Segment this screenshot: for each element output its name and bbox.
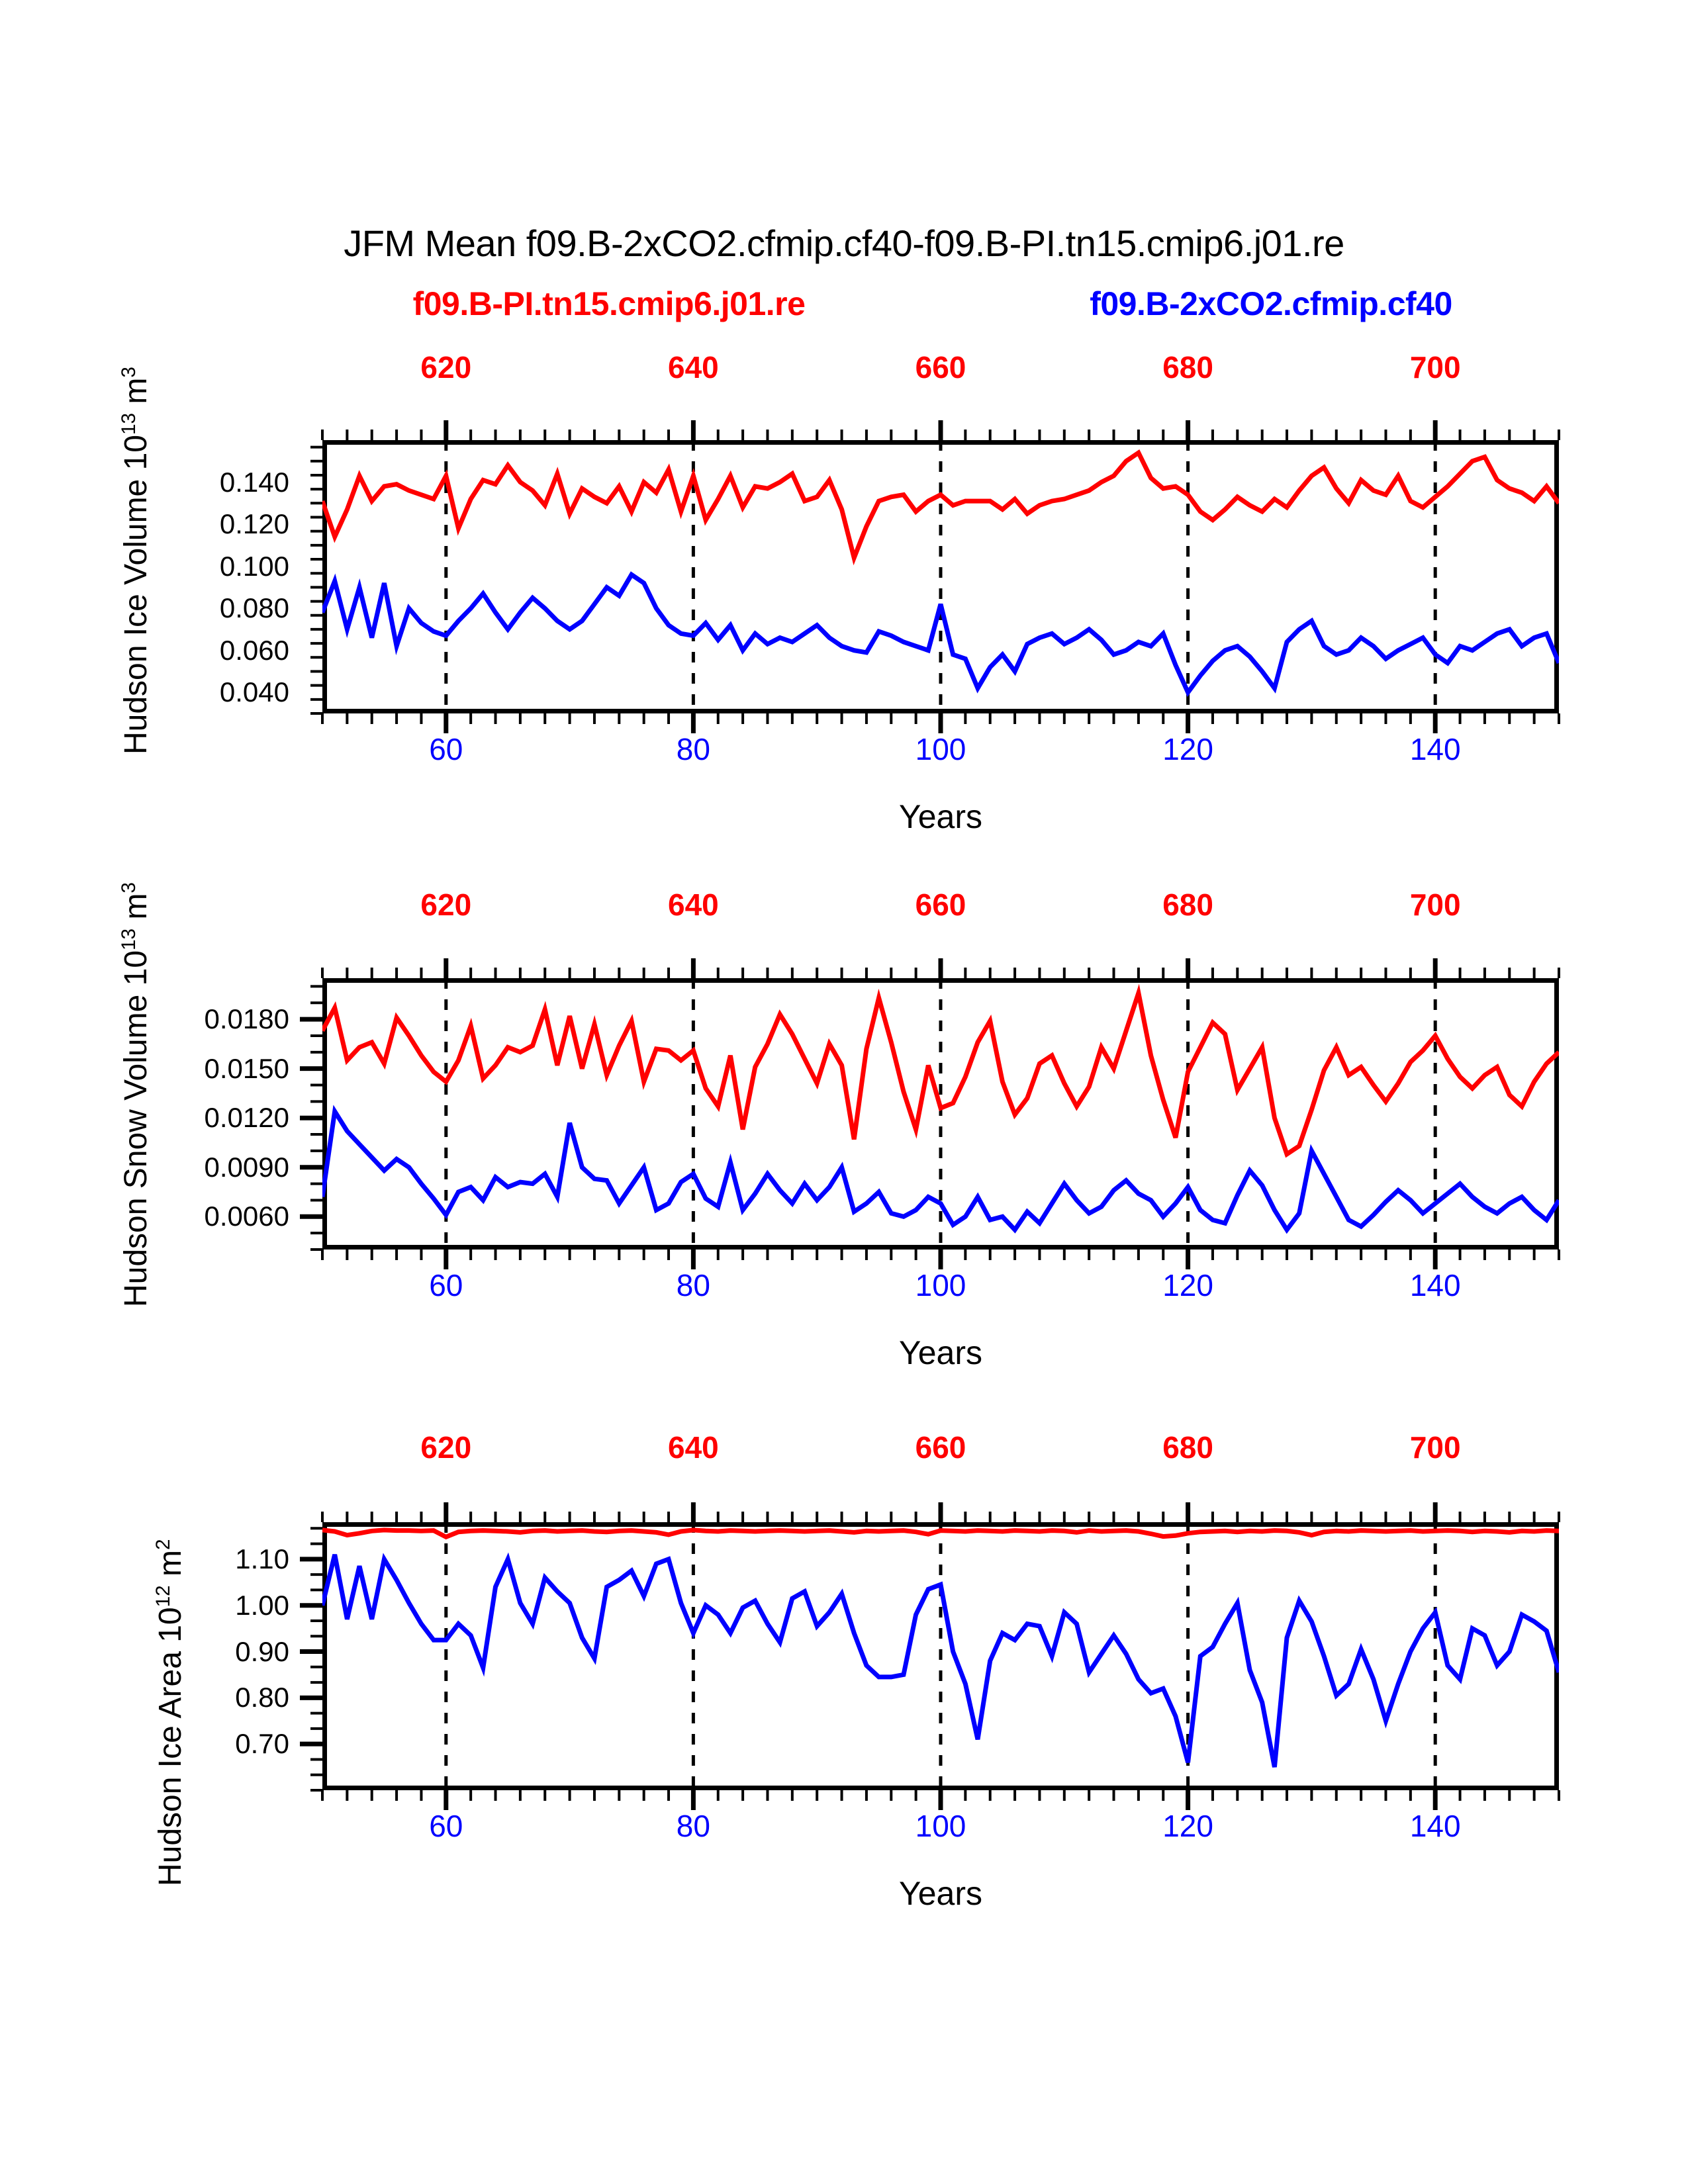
y-axis-tick-label: 0.140: [219, 466, 289, 498]
plot-frame: [322, 1522, 1559, 1790]
top-axis-tick-label: 700: [1409, 887, 1461, 922]
bottom-axis-tick-label: 100: [915, 1268, 966, 1302]
bottom-axis-tick-label: 60: [429, 732, 463, 766]
bottom-axis-tick-label: 80: [676, 1809, 710, 1843]
bottom-axis-tick-label: 140: [1409, 732, 1461, 766]
top-axis-tick-label: 620: [420, 350, 472, 385]
top-axis-tick-label: 660: [915, 887, 966, 922]
top-axis-tick-label: 680: [1162, 1430, 1213, 1465]
y-axis-tick-label: 0.0060: [204, 1201, 289, 1232]
y-axis-tick-label: 1.10: [235, 1543, 289, 1574]
legend-label-red: f09.B-PI.tn15.cmip6.j01.re: [412, 285, 806, 322]
top-axis-tick-label: 640: [668, 350, 719, 385]
bottom-axis-tick-label: 120: [1162, 1809, 1213, 1843]
top-axis-tick-label: 700: [1409, 1430, 1461, 1465]
top-axis-tick-label: 620: [420, 887, 472, 922]
top-axis-tick-label: 660: [915, 350, 966, 385]
top-axis-tick-label: 640: [668, 1430, 719, 1465]
y-axis-tick-label: 0.0090: [204, 1151, 289, 1183]
y-axis-tick-label: 0.080: [219, 592, 289, 624]
bottom-axis-tick-label: 120: [1162, 732, 1213, 766]
bottom-axis-tick-label: 140: [1409, 1268, 1461, 1302]
top-axis-tick-label: 620: [420, 1430, 472, 1465]
top-axis-tick-label: 700: [1409, 350, 1461, 385]
y-axis-tick-label: 0.90: [235, 1635, 289, 1667]
legend-label-blue: f09.B-2xCO2.cfmip.cf40: [1090, 285, 1452, 322]
bottom-axis-tick-label: 120: [1162, 1268, 1213, 1302]
y-axis-tick-label: 0.80: [235, 1682, 289, 1713]
y-axis-tick-label: 0.040: [219, 676, 289, 708]
bottom-axis-tick-label: 80: [676, 732, 710, 766]
bottom-axis-tick-label: 60: [429, 1268, 463, 1302]
bottom-axis-tick-label: 100: [915, 732, 966, 766]
top-axis-tick-label: 660: [915, 1430, 966, 1465]
bottom-axis-tick-label: 100: [915, 1809, 966, 1843]
top-axis-tick-label: 640: [668, 887, 719, 922]
top-axis-tick-label: 680: [1162, 887, 1213, 922]
x-axis-title: Years: [898, 1875, 983, 1912]
y-axis-title: Hudson Ice Area 1012 m2: [152, 1539, 188, 1886]
y-axis-tick-label: 0.0150: [204, 1052, 289, 1084]
y-axis-tick-label: 1.00: [235, 1589, 289, 1621]
bottom-axis-tick-label: 60: [429, 1809, 463, 1843]
figure-title: JFM Mean f09.B-2xCO2.cfmip.cf40-f09.B-PI…: [344, 222, 1344, 264]
y-axis-tick-label: 0.060: [219, 634, 289, 666]
y-axis-tick-label: 0.100: [219, 550, 289, 582]
bottom-axis-tick-label: 80: [676, 1268, 710, 1302]
x-axis-title: Years: [898, 1334, 983, 1371]
y-axis-tick-label: 0.0180: [204, 1003, 289, 1035]
y-axis-tick-label: 0.0120: [204, 1102, 289, 1134]
y-axis-tick-label: 0.120: [219, 508, 289, 540]
top-axis-tick-label: 680: [1162, 350, 1213, 385]
y-axis-tick-label: 0.70: [235, 1728, 289, 1760]
x-axis-title: Years: [898, 798, 983, 835]
bottom-axis-tick-label: 140: [1409, 1809, 1461, 1843]
